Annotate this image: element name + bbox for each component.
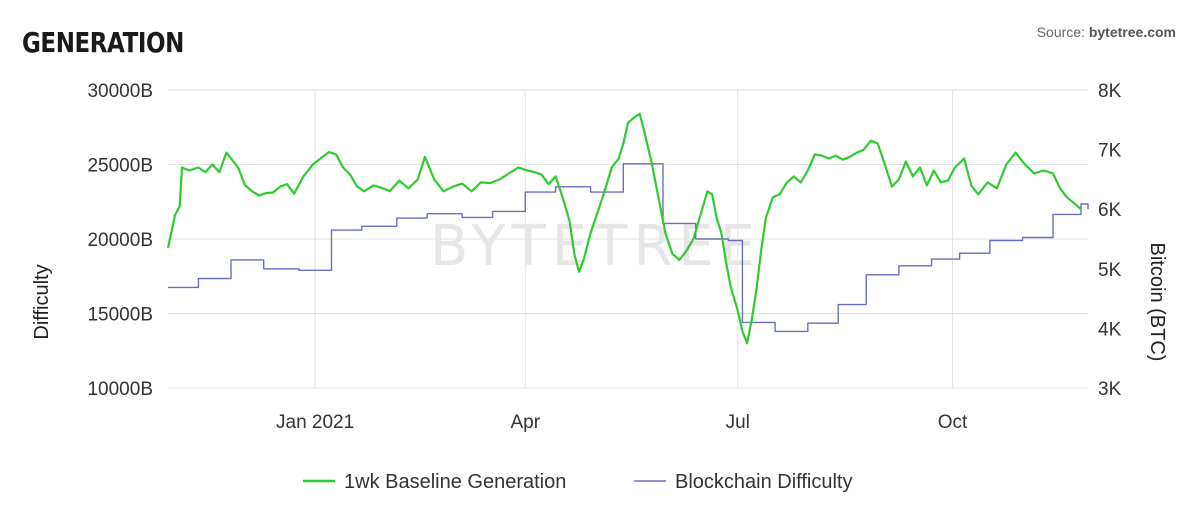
watermark: BYTETREE xyxy=(430,214,761,279)
right-tick-label: 5K xyxy=(1098,260,1122,281)
right-tick-label: 7K xyxy=(1098,141,1122,162)
legend-label: 1wk Baseline Generation xyxy=(344,471,566,493)
x-axis-ticks: Jan 2021 Apr Jul Oct xyxy=(276,412,968,433)
generation-series-line xyxy=(166,112,1082,345)
left-axis-title: Difficulty xyxy=(31,264,53,339)
source-prefix: Source: xyxy=(1036,24,1085,40)
source-credit: Source: bytetree.com xyxy=(1037,24,1176,40)
source-name: bytetree.com xyxy=(1088,24,1176,40)
left-tick-label: 30000B xyxy=(87,81,153,102)
legend-item-generation[interactable]: 1wk Baseline Generation xyxy=(303,471,566,493)
right-tick-label: 3K xyxy=(1098,379,1122,400)
right-tick-label: 4K xyxy=(1098,319,1122,340)
left-tick-label: 15000B xyxy=(87,305,153,326)
right-axis-title: Bitcoin (BTC) xyxy=(1146,243,1168,362)
series-layer xyxy=(166,112,1089,345)
x-tick-label: Apr xyxy=(510,412,540,433)
right-axis-ticks: 3K 4K 5K 6K 7K 8K xyxy=(1098,81,1122,400)
chart-title: GENERATION xyxy=(22,26,184,59)
x-tick-label: Jul xyxy=(726,412,750,433)
left-tick-label: 10000B xyxy=(87,379,153,400)
right-tick-label: 8K xyxy=(1098,81,1122,102)
legend-item-difficulty[interactable]: Blockchain Difficulty xyxy=(634,471,852,493)
legend-label: Blockchain Difficulty xyxy=(675,471,852,493)
x-tick-label: Jan 2021 xyxy=(276,412,354,433)
left-tick-label: 25000B xyxy=(87,156,153,177)
x-tick-label: Oct xyxy=(938,412,968,433)
left-axis-ticks: 10000B 15000B 20000B 25000B 30000B xyxy=(87,81,153,400)
legend: 1wk Baseline Generation Blockchain Diffic… xyxy=(303,471,852,493)
right-tick-label: 6K xyxy=(1098,200,1122,221)
left-tick-label: 20000B xyxy=(87,230,153,251)
